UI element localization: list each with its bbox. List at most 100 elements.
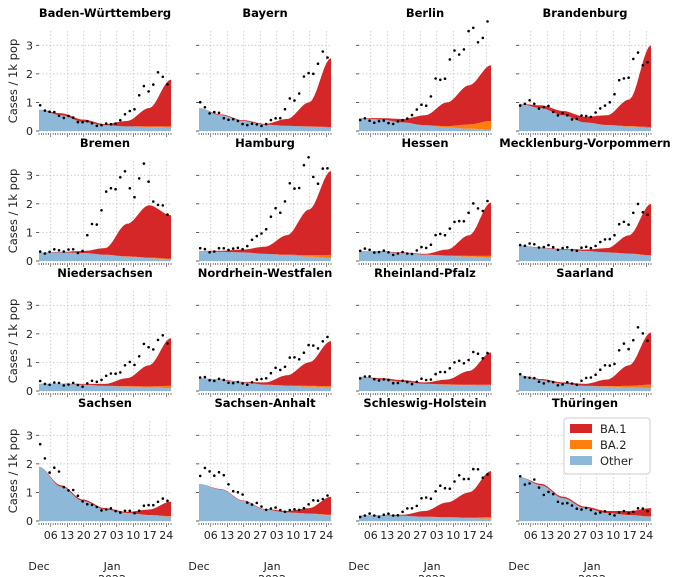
x-tick-label: 20 [237,529,251,542]
area-other [39,252,171,261]
data-point [580,114,583,117]
data-point [95,505,99,509]
data-point [391,514,395,517]
legend-swatch [570,440,592,449]
x-tick-label: 17 [623,529,637,542]
data-point [523,102,527,106]
data-point [104,122,108,125]
data-point [62,116,66,120]
data-point [518,372,522,376]
data-point [472,467,475,471]
data-point [377,119,381,123]
data-point [481,476,485,480]
panel-3: Brandenburg [516,6,652,137]
data-point [142,504,146,508]
data-point [533,478,536,481]
area-other [519,245,651,261]
y-tick-label: 0 [26,125,33,138]
data-point [566,113,569,117]
data-point [302,163,306,167]
y-tick-label: 2 [26,68,33,81]
data-point [523,483,527,486]
data-point [556,114,560,117]
data-point [551,110,555,114]
panel-1: Bayern [196,6,332,137]
area-ba1 [39,205,171,259]
year-label: 2022 [418,573,446,577]
data-point [246,123,249,127]
data-point [406,507,409,510]
data-point [316,499,320,503]
data-point [401,510,404,514]
data-point [269,507,273,510]
data-point [410,382,414,386]
data-point [641,332,645,335]
data-point [109,122,113,126]
data-point [424,378,428,382]
data-point [213,250,216,253]
data-point [307,71,310,75]
panel-10: Rheinland-Pfalz [356,266,492,397]
data-point [636,51,640,54]
data-point [363,247,367,250]
data-point [279,368,282,372]
data-point [128,509,132,513]
data-point [575,117,579,121]
data-point [222,116,226,120]
data-point [100,209,103,212]
data-point [62,250,66,253]
x-tick-label: 17 [303,529,317,542]
area-ba1 [519,332,651,387]
data-point [453,49,456,52]
data-point [556,500,560,504]
panel-title: Baden-Württemberg [39,6,171,20]
data-point [147,180,150,183]
data-point [203,247,207,251]
data-point [279,211,282,214]
data-point [594,111,597,114]
data-point [613,514,616,517]
data-point [457,359,461,363]
month-label: Jan [103,560,121,573]
year-label: 2022 [578,573,606,577]
data-point [566,501,569,505]
data-point [533,102,536,106]
data-point [566,246,569,249]
data-point [227,381,230,385]
data-point [382,119,386,122]
data-point [161,497,165,500]
data-point [377,379,381,382]
data-point [316,182,320,185]
data-point [288,356,292,359]
data-point [415,249,419,252]
data-point [396,381,400,385]
data-point [617,511,621,514]
data-point [358,515,362,519]
data-point [260,505,263,508]
data-point [368,119,371,122]
data-point [288,97,292,100]
y-axis-label: Cases / 1k pop [6,169,20,254]
y-tick-label: 3 [26,429,33,442]
data-point [208,470,211,473]
panel-title: Hamburg [235,136,295,150]
data-point [312,175,315,179]
data-point [387,512,390,515]
data-point [373,377,376,381]
data-point [137,509,141,513]
area-ba1 [359,65,491,127]
data-point [86,382,89,385]
data-point [222,378,226,382]
data-point [269,371,273,375]
data-point [76,251,80,255]
data-point [152,200,155,203]
data-point [302,351,306,355]
data-point [472,26,475,30]
data-point [231,247,235,250]
x-tick-label: 27 [413,529,427,542]
x-tick-label: 10 [126,529,140,542]
x-tick-label: 10 [286,529,300,542]
panel-title: Mecklenburg-Vorpommern [499,136,671,150]
data-point [156,203,160,207]
data-point [119,118,122,122]
